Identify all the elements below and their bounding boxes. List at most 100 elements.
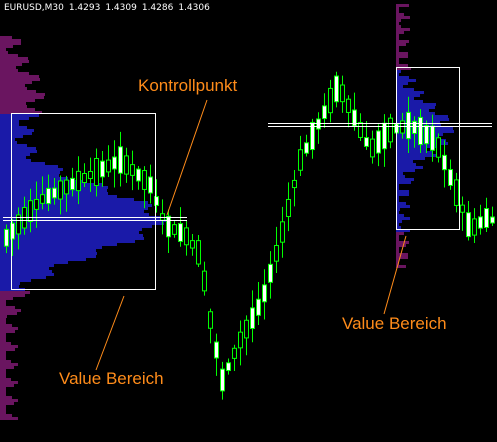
symbol-timeframe: EURUSD,M30 <box>4 3 64 13</box>
profile-bar <box>396 61 399 64</box>
profile-bar <box>396 148 427 151</box>
profile-bar <box>396 46 399 49</box>
close-price: 1.4306 <box>178 3 210 13</box>
profile-bar <box>0 417 18 420</box>
candle-body <box>226 362 231 372</box>
profile-bar <box>396 76 409 79</box>
profile-bar <box>0 264 54 267</box>
profile-bar <box>0 132 32 135</box>
profile-bar <box>0 342 11 345</box>
profile-bar <box>396 64 408 67</box>
profile-bar <box>0 246 102 249</box>
profile-bar <box>0 243 117 246</box>
profile-bar <box>396 58 399 61</box>
profile-bar <box>396 157 425 160</box>
profile-bar <box>0 363 18 366</box>
candle-body <box>70 177 75 191</box>
profile-bar <box>0 150 37 153</box>
profile-bar <box>0 210 144 213</box>
profile-bar <box>0 51 8 54</box>
profile-bar <box>396 214 404 217</box>
profile-bar <box>0 408 6 411</box>
profile-bar <box>396 85 403 88</box>
profile-bar <box>0 57 28 60</box>
profile-bar <box>396 37 399 40</box>
symbol-header: EURUSD,M30 1.4293 1.4309 1.4286 1.4306 <box>4 3 215 13</box>
profile-bar <box>0 120 19 123</box>
candle-body <box>76 170 81 192</box>
profile-bar <box>0 99 35 102</box>
profile-bar <box>396 79 416 82</box>
profile-bar <box>0 168 63 171</box>
profile-bar <box>396 106 435 109</box>
profile-bar <box>0 66 16 69</box>
profile-bar <box>0 330 15 333</box>
candle-body <box>424 124 429 145</box>
profile-bar <box>396 55 408 58</box>
profile-bar <box>396 181 411 184</box>
profile-bar <box>0 354 6 357</box>
profile-bar <box>0 42 21 45</box>
profile-bar <box>0 252 97 255</box>
profile-bar <box>0 372 6 375</box>
profile-bar <box>396 94 420 97</box>
candle-body <box>142 170 147 190</box>
profile-bar <box>396 235 399 238</box>
candle-body <box>334 75 339 103</box>
profile-bar <box>0 297 13 300</box>
profile-bar <box>0 402 14 405</box>
profile-bar <box>0 54 18 57</box>
candle-body <box>328 87 333 114</box>
candle-body <box>88 170 93 180</box>
low-price: 1.4286 <box>141 3 174 13</box>
candle-body <box>406 111 411 140</box>
profile-bar <box>0 366 14 369</box>
candle-body <box>286 198 291 218</box>
profile-bar <box>0 336 6 339</box>
candle-body <box>388 117 393 143</box>
profile-bar <box>0 333 6 336</box>
candle-body <box>220 368 225 392</box>
profile-bar <box>0 78 40 81</box>
profile-bar <box>0 405 6 408</box>
profile-bar <box>0 117 29 120</box>
profile-bar <box>396 160 413 163</box>
profile-bar <box>0 249 96 252</box>
candle-body <box>172 224 177 235</box>
profile-bar <box>0 60 29 63</box>
profile-bar <box>396 4 409 7</box>
profile-bar <box>396 193 409 196</box>
profile-bar <box>0 414 12 417</box>
candle-body <box>148 176 153 194</box>
candle-body <box>478 216 483 229</box>
profile-bar <box>396 28 410 31</box>
profile-bar <box>0 111 42 114</box>
candle-body <box>268 263 273 283</box>
profile-bar <box>0 141 17 144</box>
profile-bar <box>0 93 45 96</box>
profile-bar <box>396 187 399 190</box>
profile-bar <box>396 49 399 52</box>
candle-body <box>46 187 51 205</box>
profile-bar <box>0 240 135 243</box>
profile-bar <box>396 112 435 115</box>
profile-bar <box>0 63 22 66</box>
profile-bar <box>0 237 144 240</box>
profile-bar <box>396 67 411 70</box>
profile-bar <box>396 19 401 22</box>
candle-body <box>340 84 345 103</box>
profile-bar <box>0 291 30 294</box>
profile-bar <box>396 175 405 178</box>
profile-bar <box>0 114 39 117</box>
candle-body <box>136 168 141 182</box>
candle-body <box>310 121 315 151</box>
candle-body <box>40 194 45 204</box>
candle-body <box>280 221 285 243</box>
profile-bar <box>0 207 148 210</box>
profile-bar <box>396 199 399 202</box>
candle-body <box>436 137 441 158</box>
profile-bar <box>0 129 34 132</box>
profile-bar <box>396 259 399 262</box>
